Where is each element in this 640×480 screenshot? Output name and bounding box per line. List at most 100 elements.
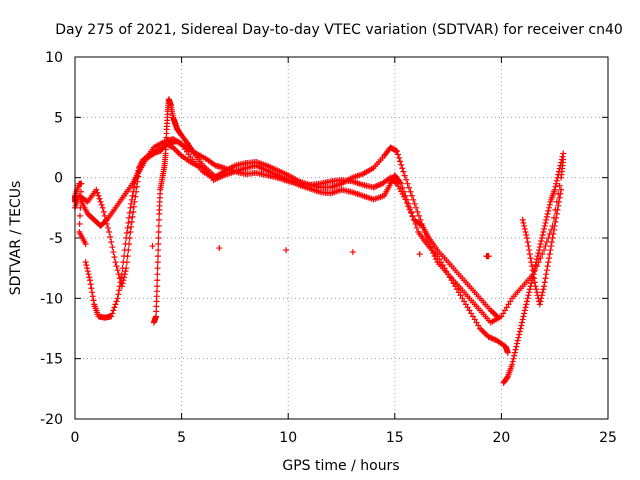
data-point [122, 268, 129, 275]
data-point [531, 279, 538, 286]
y-tick-label: -15 [40, 352, 63, 368]
data-point [523, 235, 530, 241]
data-point [106, 228, 113, 235]
data-point [560, 150, 567, 157]
data-point [523, 298, 530, 305]
data-point [541, 283, 548, 290]
y-tick-label: 0 [54, 171, 63, 187]
data-point [543, 213, 550, 220]
data-point [509, 358, 516, 365]
data-point [153, 313, 160, 320]
data-point [518, 322, 525, 329]
data-point [549, 235, 556, 241]
data-point [110, 249, 117, 256]
data-point [532, 262, 539, 269]
data-point [507, 298, 514, 305]
data-point [545, 259, 552, 266]
data-point [538, 235, 545, 241]
data-point [553, 177, 560, 184]
data-point [78, 188, 85, 195]
data-point [413, 224, 420, 231]
data-point [532, 283, 539, 290]
data-point [466, 307, 473, 314]
data-point [416, 251, 423, 258]
data-point [113, 298, 120, 305]
data-point [439, 262, 446, 269]
data-point [541, 225, 548, 232]
data-point [469, 313, 476, 320]
data-point [542, 219, 549, 226]
data-point [529, 267, 536, 274]
x-tick-label: 10 [279, 430, 297, 446]
y-tick-label: 10 [45, 50, 63, 66]
data-point [124, 224, 131, 231]
data-point [128, 223, 135, 230]
data-point [128, 196, 135, 203]
data-point [99, 204, 106, 211]
data-point [546, 251, 553, 258]
data-point [405, 203, 412, 210]
data-point [485, 253, 492, 260]
data-point [411, 200, 418, 207]
data-point [216, 245, 223, 252]
data-point [537, 241, 544, 248]
data-point [175, 150, 182, 157]
data-point [76, 212, 83, 219]
data-point [153, 298, 160, 305]
data-point [392, 147, 399, 154]
data-point [111, 254, 118, 261]
data-point [539, 289, 546, 296]
data-point [394, 151, 401, 158]
data-point [539, 231, 546, 238]
data-point [155, 228, 162, 235]
data-point [96, 195, 103, 202]
data-point [516, 328, 523, 335]
data-point [504, 349, 511, 356]
data-point [111, 304, 118, 311]
data-point [515, 334, 522, 341]
data-point [522, 304, 529, 311]
x-axis-label: GPS time / hours [282, 458, 399, 474]
data-point [409, 213, 416, 220]
data-point [556, 182, 563, 189]
data-point [501, 307, 508, 314]
data-point [544, 210, 551, 217]
data-point [517, 325, 524, 332]
data-point [457, 292, 464, 299]
data-point [399, 184, 406, 191]
data-point [542, 243, 549, 250]
data-point [557, 190, 564, 197]
data-point [473, 319, 480, 326]
data-point [550, 230, 557, 237]
data-point [404, 180, 411, 187]
data-point [86, 277, 93, 284]
data-point [543, 271, 550, 278]
data-point [116, 283, 123, 290]
data-point [556, 165, 563, 172]
data-point [493, 312, 500, 319]
data-point [471, 316, 478, 323]
data-point [536, 244, 543, 251]
data-point [494, 313, 501, 320]
data-point [156, 216, 163, 223]
data-point [130, 203, 137, 210]
data-point [153, 308, 160, 315]
data-point [455, 289, 462, 296]
data-point [523, 231, 530, 238]
series-track-C [78, 138, 501, 320]
data-point [540, 228, 547, 235]
data-point [434, 253, 441, 260]
data-point [513, 343, 520, 350]
series-track-D [150, 96, 217, 326]
data-point [550, 226, 557, 233]
data-point [558, 159, 565, 166]
data-point [533, 256, 540, 263]
data-point [414, 208, 421, 215]
data-point [89, 293, 96, 300]
data-point [436, 256, 443, 263]
data-point [533, 289, 540, 296]
data-point [126, 214, 133, 221]
data-point [98, 201, 105, 208]
data-point [461, 298, 468, 305]
